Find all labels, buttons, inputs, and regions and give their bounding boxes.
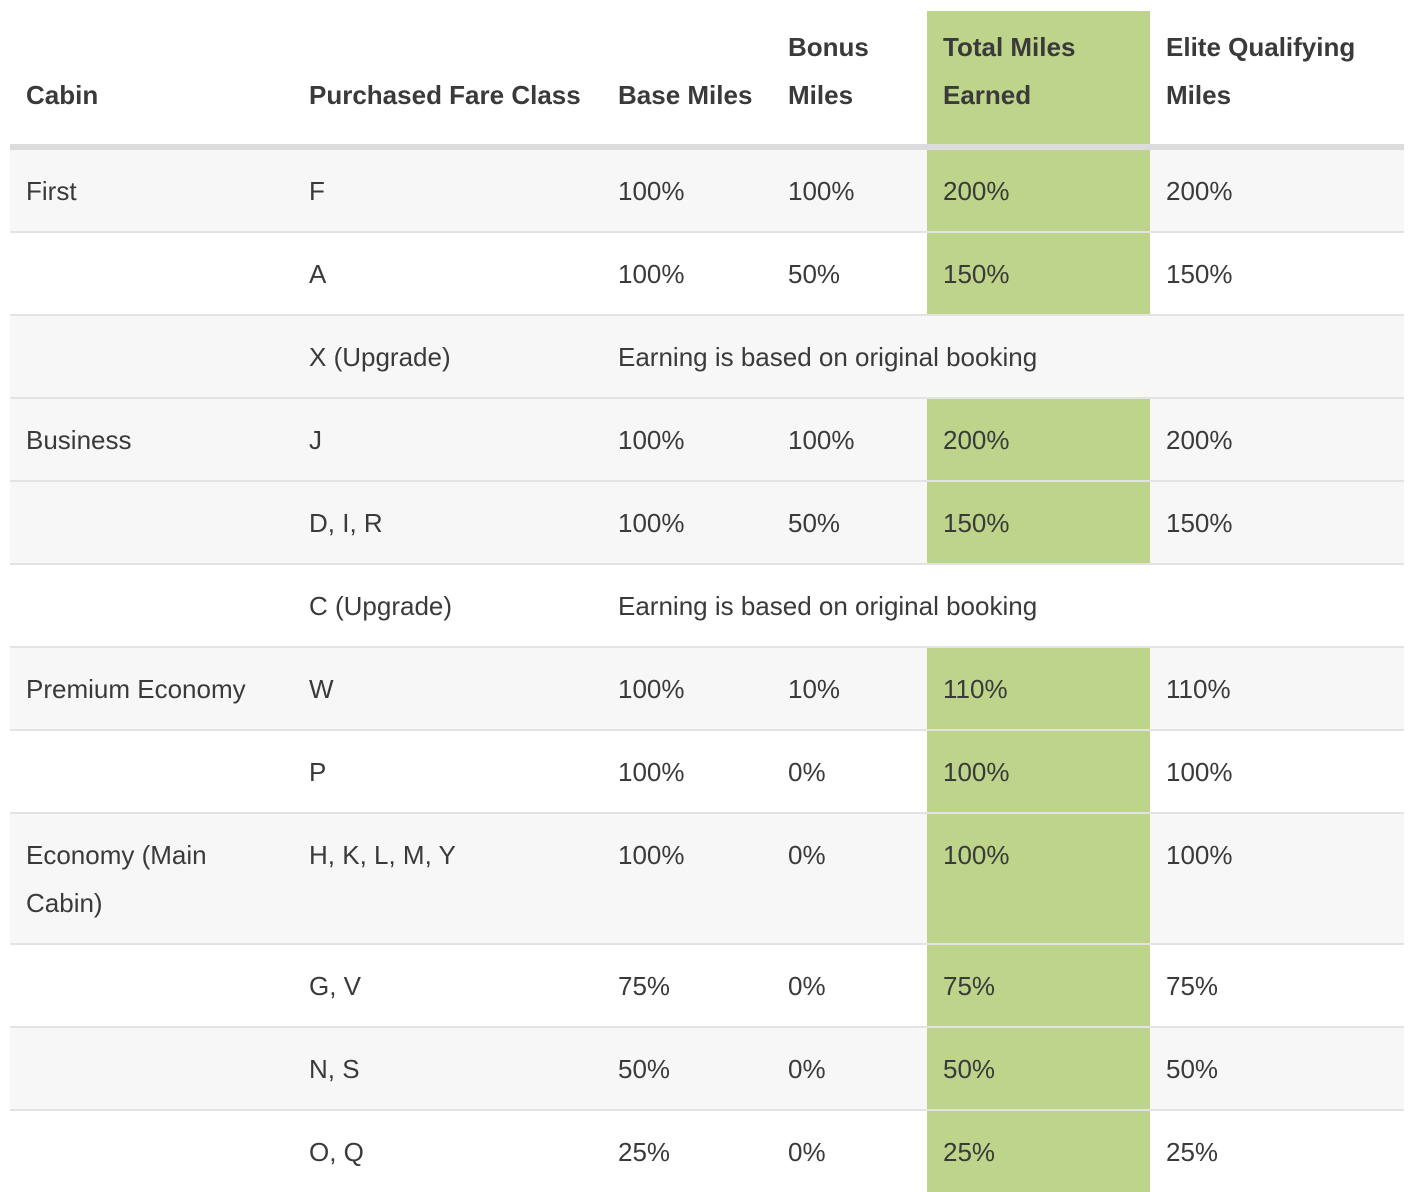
fare-class-cell: A	[293, 232, 602, 316]
table-row: Economy (Main Cabin) H, K, L, M, Y 100% …	[10, 813, 1404, 945]
earning-note-cell: Earning is based on original booking	[602, 564, 1404, 648]
fare-class-cell: N, S	[293, 1027, 602, 1111]
cabin-cell: Premium Economy	[10, 647, 293, 731]
header-total-miles: Total Miles Earned	[927, 11, 1150, 150]
bonus-miles-cell: 50%	[772, 232, 927, 316]
header-row: Cabin Purchased Fare Class Base Miles Bo…	[10, 11, 1404, 150]
total-miles-cell: 110%	[927, 647, 1150, 731]
total-miles-cell: 100%	[927, 813, 1150, 945]
cabin-cell	[10, 564, 293, 648]
table-row: D, I, R 100% 50% 150% 150%	[10, 481, 1404, 565]
table-row: G, V 75% 0% 75% 75%	[10, 944, 1404, 1028]
elite-miles-cell: 25%	[1166, 1137, 1219, 1167]
fare-class-cell: G, V	[293, 944, 602, 1028]
fare-class-cell: C (Upgrade)	[293, 564, 602, 648]
fare-class-cell: H, K, L, M, Y	[293, 813, 602, 945]
cabin-cell	[10, 1110, 293, 1192]
cabin-cell: Economy (Main Cabin)	[10, 813, 293, 945]
header-base-miles: Base Miles	[602, 11, 772, 150]
bonus-miles-cell: 0%	[772, 1027, 927, 1111]
total-miles-cell: 200%	[927, 147, 1150, 233]
elite-miles-cell: 200%	[1150, 147, 1404, 233]
header-cabin: Cabin	[10, 11, 293, 150]
miles-earning-table: Cabin Purchased Fare Class Base Miles Bo…	[10, 11, 1404, 1192]
table-row: Premium Economy W 100% 10% 110% 110%	[10, 647, 1404, 731]
table-row: C (Upgrade) Earning is based on original…	[10, 564, 1404, 648]
table-row: Business J 100% 100% 200% 200%	[10, 398, 1404, 482]
bonus-miles-cell: 100%	[772, 147, 927, 233]
bonus-miles-cell: 10%	[772, 647, 927, 731]
earning-table-container: Cabin Purchased Fare Class Base Miles Bo…	[10, 11, 1404, 1192]
table-header: Cabin Purchased Fare Class Base Miles Bo…	[10, 11, 1404, 150]
base-miles-cell: 100%	[602, 232, 772, 316]
total-miles-cell: 200%	[927, 398, 1150, 482]
bonus-miles-cell: 0%	[772, 944, 927, 1028]
fare-class-cell: P	[293, 730, 602, 814]
fare-class-cell: X (Upgrade)	[293, 315, 602, 399]
elite-miles-cell: 200%	[1150, 398, 1404, 482]
elite-miles-cell: 75%	[1150, 944, 1404, 1028]
elite-miles-cell: 150%	[1150, 481, 1404, 565]
fare-class-cell: F	[293, 147, 602, 233]
total-miles-cell: 75%	[927, 944, 1150, 1028]
total-miles-cell: 150%	[927, 232, 1150, 316]
bonus-miles-cell: 0%	[772, 813, 927, 945]
cabin-cell	[10, 232, 293, 316]
total-miles-cell: 150%	[927, 481, 1150, 565]
cabin-cell	[10, 481, 293, 565]
table-row: P 100% 0% 100% 100%	[10, 730, 1404, 814]
total-miles-cell: 100%	[927, 730, 1150, 814]
bonus-miles-cell: 0%	[788, 1137, 826, 1167]
base-miles-cell: 100%	[602, 730, 772, 814]
total-miles-cell: 50%	[927, 1027, 1150, 1111]
elite-miles-cell: 110%	[1150, 647, 1404, 731]
base-miles-cell: 100%	[602, 647, 772, 731]
table-row: X (Upgrade) Earning is based on original…	[10, 315, 1404, 399]
cabin-cell: Business	[10, 398, 293, 482]
bonus-miles-cell: 0%	[772, 730, 927, 814]
base-miles-cell: 100%	[602, 481, 772, 565]
header-fare-class: Purchased Fare Class	[293, 11, 602, 150]
elite-miles-cell: 150%	[1150, 232, 1404, 316]
header-bonus-miles: Bonus Miles	[772, 11, 927, 150]
elite-miles-cell: 100%	[1150, 730, 1404, 814]
elite-miles-cell: 100%	[1150, 813, 1404, 945]
cabin-cell	[10, 730, 293, 814]
table-row: N, S 50% 0% 50% 50%	[10, 1027, 1404, 1111]
bonus-miles-cell: 100%	[772, 398, 927, 482]
base-miles-cell: 75%	[602, 944, 772, 1028]
fare-class-cell: J	[293, 398, 602, 482]
total-miles-cell: 25%	[927, 1110, 1150, 1192]
fare-class-cell: D, I, R	[293, 481, 602, 565]
base-miles-cell: 100%	[602, 147, 772, 233]
fare-class-cell: W	[293, 647, 602, 731]
header-elite-miles: Elite Qualifying Miles	[1150, 11, 1404, 150]
table-row: First F 100% 100% 200% 200%	[10, 147, 1404, 233]
bonus-miles-cell: 50%	[772, 481, 927, 565]
base-miles-cell: 100%	[602, 398, 772, 482]
cabin-cell	[10, 1027, 293, 1111]
base-miles-cell: 50%	[602, 1027, 772, 1111]
earning-note-cell: Earning is based on original booking	[602, 315, 1404, 399]
table-row: A 100% 50% 150% 150%	[10, 232, 1404, 316]
base-miles-cell: 25%	[618, 1137, 671, 1167]
elite-miles-cell: 50%	[1150, 1027, 1404, 1111]
cabin-cell	[10, 944, 293, 1028]
base-miles-cell: 100%	[602, 813, 772, 945]
table-body: First F 100% 100% 200% 200% A 100% 50% 1…	[10, 147, 1404, 1192]
table-row: O, Q 25% 0% 25% 25%	[10, 1110, 1404, 1192]
fare-class-cell: O, Q	[309, 1137, 364, 1167]
cabin-cell: First	[10, 147, 293, 233]
cabin-cell	[10, 315, 293, 399]
